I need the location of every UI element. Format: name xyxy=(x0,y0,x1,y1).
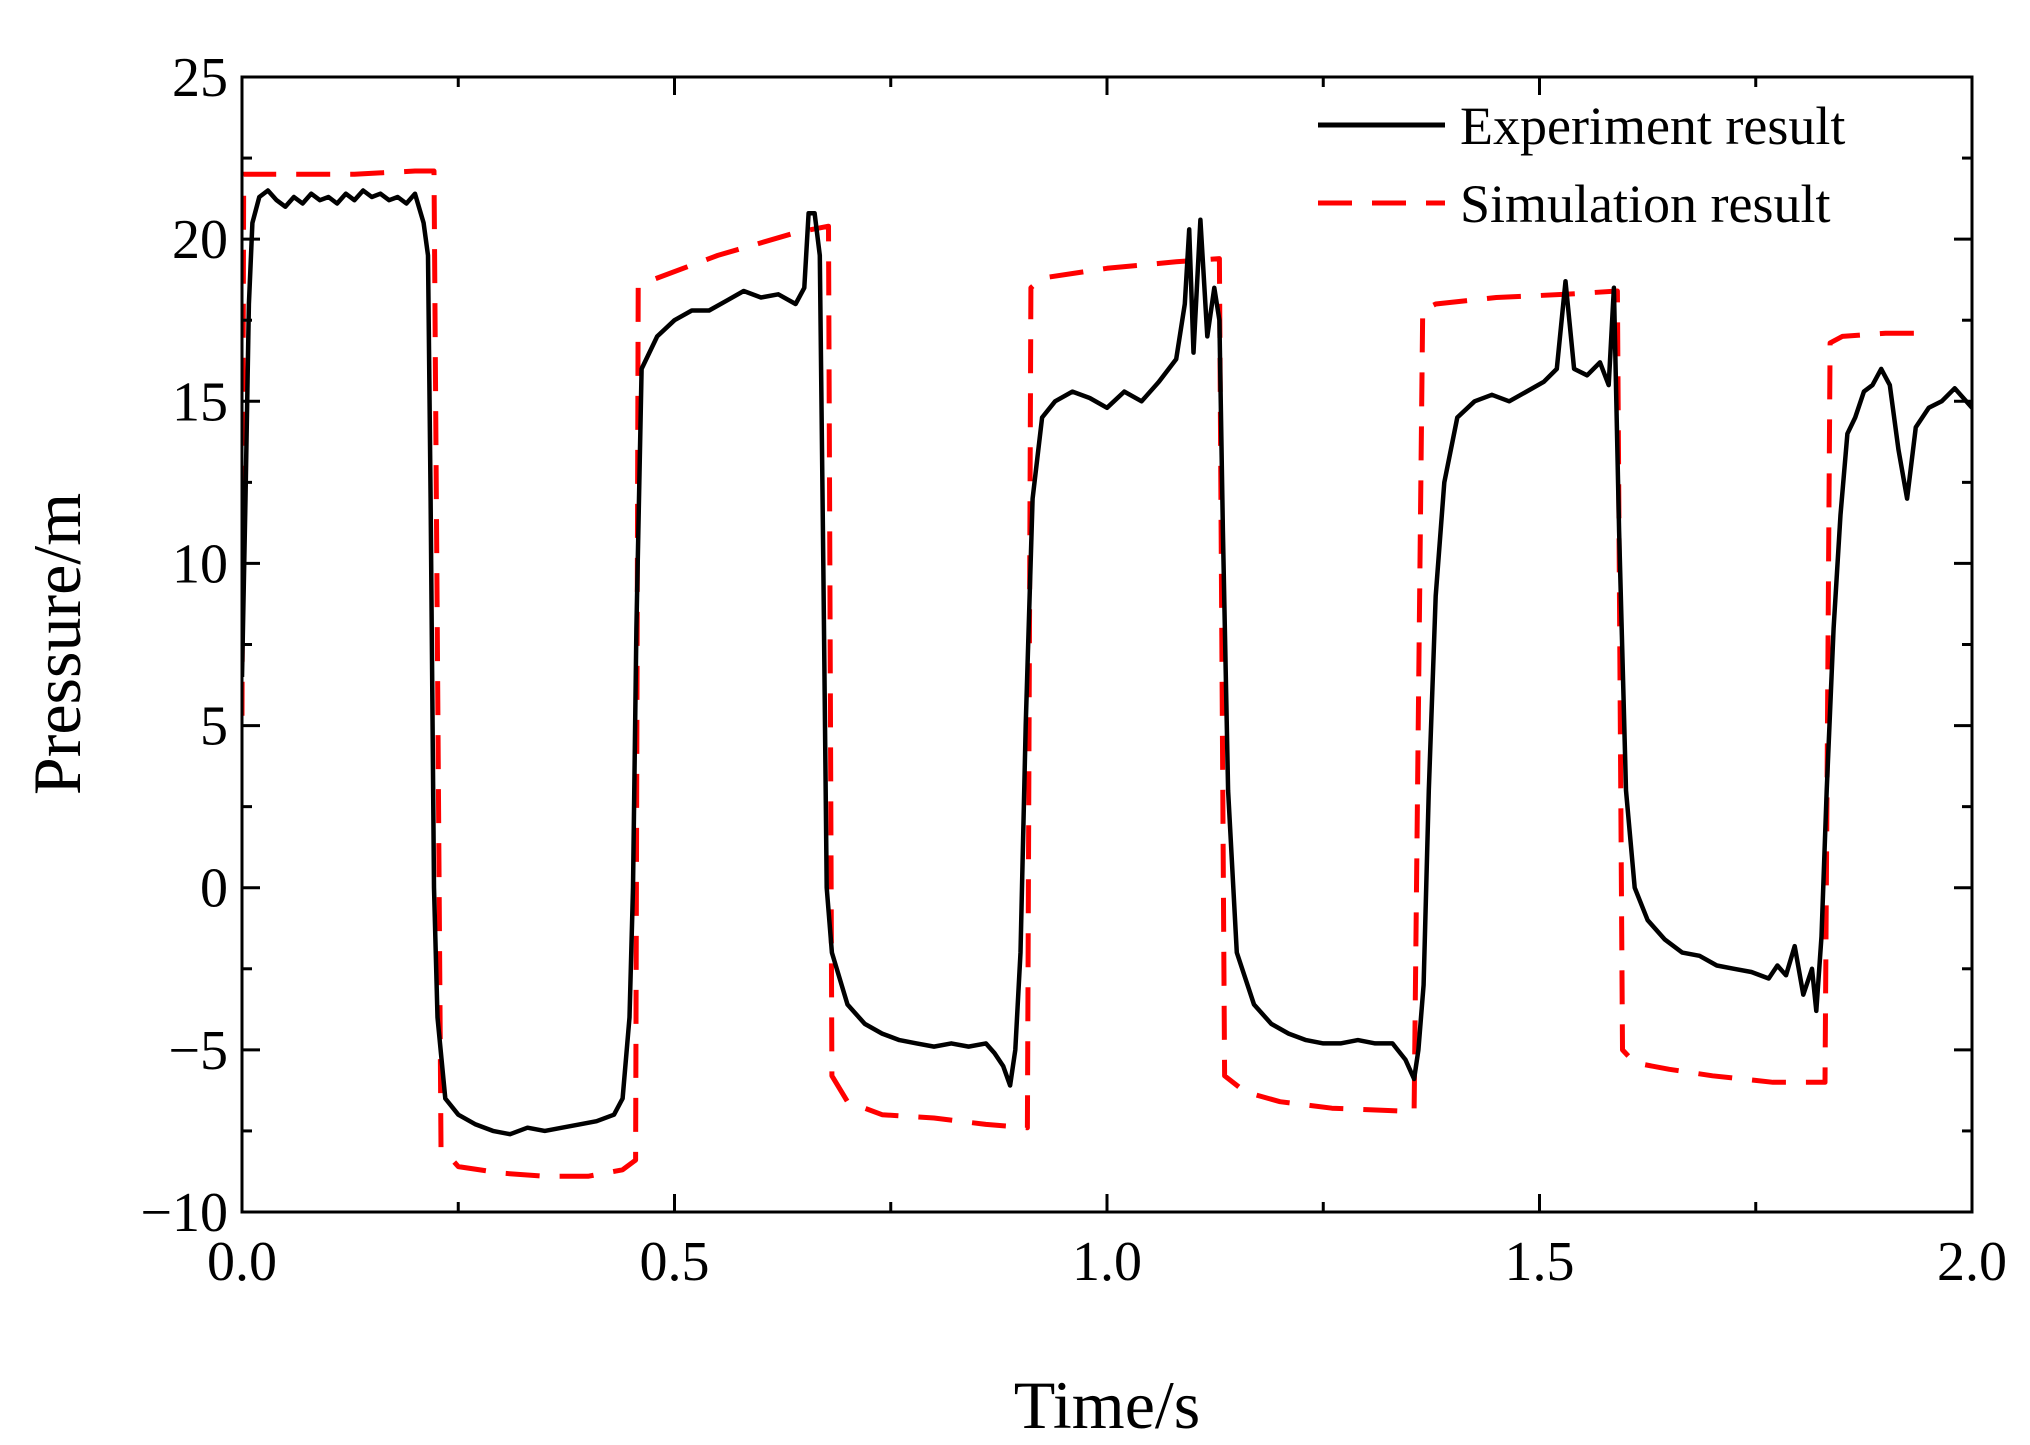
y-tick-label: 25 xyxy=(172,47,228,109)
series-layer xyxy=(242,168,1972,1179)
y-axis-tick-labels: −10 −5 0 5 10 15 20 25 xyxy=(140,47,228,1244)
legend-experiment-label: Experiment result xyxy=(1460,96,1845,156)
y-tick-label: 0 xyxy=(200,858,228,920)
x-axis-tick-labels: 0.0 0.5 1.0 1.5 2.0 xyxy=(207,1231,2007,1293)
y-tick-label: −10 xyxy=(140,1182,228,1244)
x-tick-label: 1.0 xyxy=(1072,1231,1142,1293)
x-axis-title: Time/s xyxy=(1014,1367,1200,1443)
y-axis-ticks xyxy=(242,75,1972,1214)
y-tick-label: 20 xyxy=(172,209,228,271)
y-tick-label: 15 xyxy=(172,371,228,433)
x-tick-label: 2.0 xyxy=(1937,1231,2007,1293)
experiment-result-line xyxy=(242,188,1972,1137)
y-tick-label: 10 xyxy=(172,533,228,595)
x-tick-label: 0.0 xyxy=(207,1231,277,1293)
legend-simulation-label: Simulation result xyxy=(1460,174,1831,234)
x-tick-label: 1.5 xyxy=(1505,1231,1575,1293)
x-tick-label: 0.5 xyxy=(640,1231,710,1293)
x-axis-ticks xyxy=(240,77,1974,1212)
legend: Experiment result Simulation result xyxy=(1318,96,1845,234)
y-axis-title: Pressure/m xyxy=(19,493,95,795)
y-tick-label: 5 xyxy=(200,696,228,758)
simulation-result-line xyxy=(242,168,1929,1179)
y-tick-label: −5 xyxy=(168,1020,228,1082)
